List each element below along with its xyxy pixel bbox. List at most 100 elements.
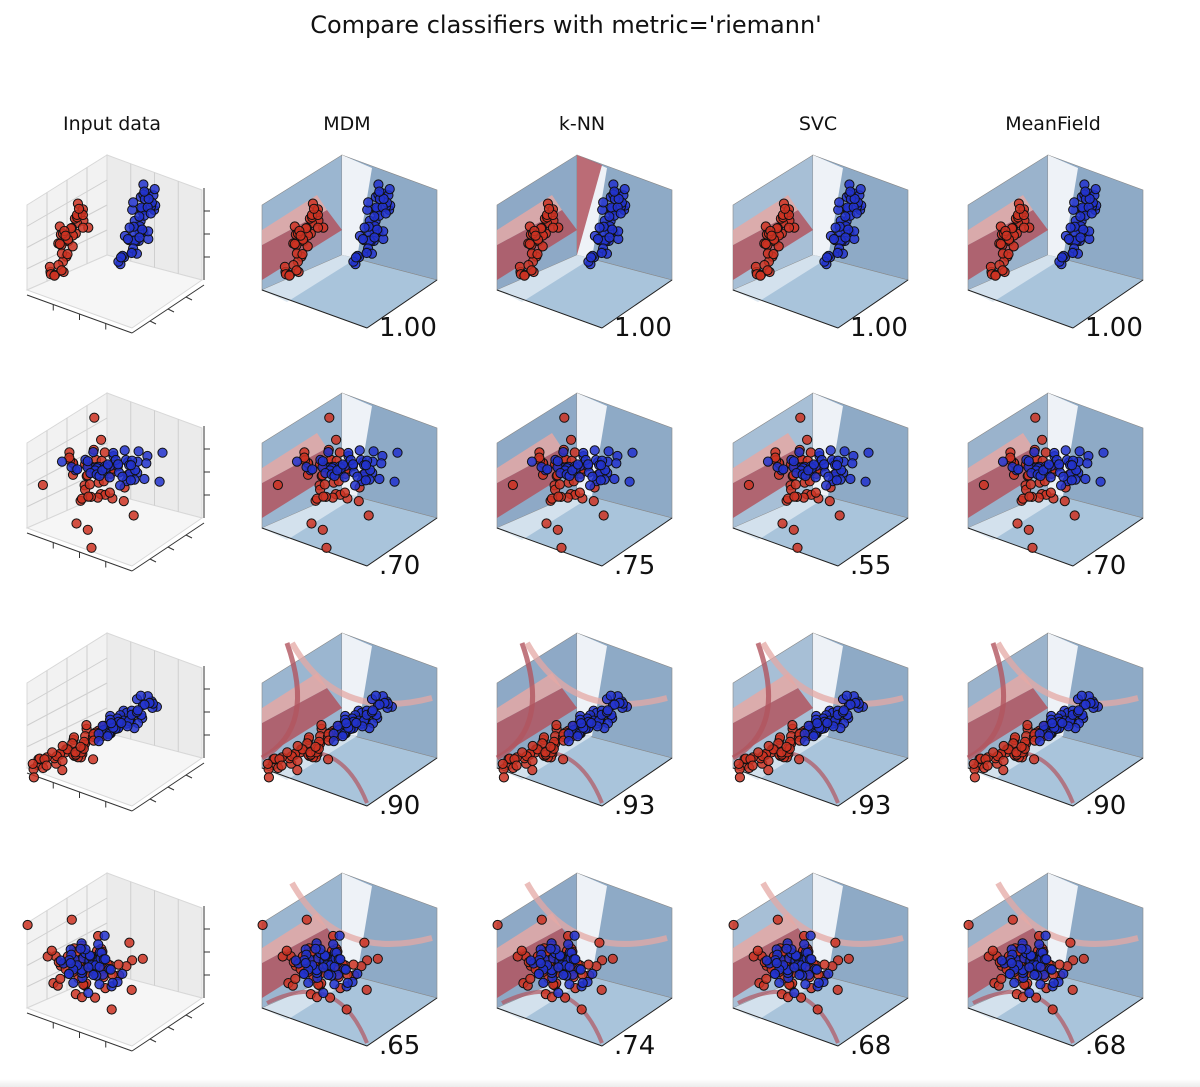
point-class-1: [117, 471, 128, 482]
point-class-0: [753, 747, 764, 758]
point-class-0: [312, 222, 324, 233]
point-class-0: [289, 238, 300, 250]
point-class-1: [592, 234, 604, 245]
point-class-0: [519, 270, 530, 281]
point-class-1: [63, 968, 75, 980]
point-class-0: [318, 491, 329, 502]
contour-band-pink: [733, 673, 798, 723]
point-class-0: [323, 754, 334, 765]
point-class-0: [530, 230, 541, 241]
point-class-0: [511, 760, 522, 771]
point-class-1: [819, 459, 830, 470]
point-class-1: [789, 962, 800, 973]
point-class-0: [57, 755, 68, 767]
point-class-1: [839, 446, 850, 457]
point-class-1: [56, 456, 68, 467]
point-class-0: [969, 772, 981, 783]
y-axis: [366, 997, 438, 1047]
point-class-1: [533, 968, 545, 980]
point-class-0: [558, 754, 569, 765]
y-axis: [1072, 517, 1144, 567]
point-class-0: [497, 758, 508, 770]
y-axis: [837, 757, 909, 807]
contour-band-white: [1048, 873, 1078, 976]
point-class-1: [342, 977, 353, 989]
contour-band-lightblue: [733, 493, 828, 540]
point-class-0: [978, 479, 990, 491]
point-class-1: [525, 955, 536, 966]
point-class-1: [558, 969, 569, 981]
point-class-0: [71, 518, 82, 529]
point-class-0: [802, 434, 813, 445]
contour-curve: [495, 642, 536, 761]
point-class-0: [104, 487, 116, 498]
point-class-0: [783, 222, 795, 233]
y-axis: [366, 517, 438, 567]
score-label: 1.00: [379, 313, 437, 343]
point-class-0: [968, 758, 979, 770]
point-class-0: [291, 265, 302, 276]
point-class-0: [46, 945, 57, 956]
contour-band-pink: [262, 673, 327, 723]
point-class-1: [831, 475, 842, 486]
point-class-1: [376, 458, 387, 469]
point-class-0: [363, 510, 374, 521]
contour-band-lightblue: [733, 255, 828, 302]
score-label: .90: [379, 791, 420, 821]
contour-band-lightblue: [497, 255, 592, 302]
point-class-1: [1034, 736, 1045, 747]
point-class-1: [65, 958, 76, 969]
point-class-0: [77, 222, 89, 233]
point-class-0: [768, 249, 779, 260]
point-class-0: [1001, 230, 1012, 241]
point-class-0: [747, 760, 758, 771]
point-class-1: [611, 458, 622, 469]
point-class-1: [1066, 460, 1078, 471]
point-class-1: [329, 979, 340, 990]
point-class-0: [339, 487, 350, 498]
point-class-1: [290, 955, 301, 966]
y-axis: [1072, 279, 1144, 329]
point-class-1: [389, 476, 400, 487]
point-class-0: [99, 447, 110, 458]
point-class-1: [1054, 459, 1065, 470]
point-class-1: [93, 736, 104, 747]
point-class-1: [605, 690, 616, 701]
classifier-panel-r2-c3: .55: [732, 392, 909, 581]
point-class-1: [577, 977, 588, 989]
point-class-1: [1024, 987, 1035, 999]
contour-band-pink: [497, 913, 562, 963]
point-class-1: [1075, 211, 1086, 222]
point-class-1: [143, 193, 154, 204]
y-axis: [837, 279, 909, 329]
point-class-1: [1075, 232, 1086, 243]
point-class-1: [82, 456, 93, 467]
point-class-1: [762, 456, 774, 467]
point-class-1: [352, 471, 363, 482]
point-class-1: [310, 943, 321, 954]
contour-band-white: [813, 873, 843, 976]
column-title-mdm: MDM: [323, 113, 370, 135]
point-class-0: [57, 740, 68, 752]
point-class-0: [301, 914, 312, 925]
y-tick: [149, 320, 157, 325]
point-class-1: [360, 475, 371, 486]
x-axis: [496, 289, 603, 329]
point-class-1: [545, 943, 556, 954]
point-class-0: [524, 238, 535, 250]
point-class-0: [777, 518, 788, 529]
point-class-1: [134, 232, 145, 243]
point-class-1: [107, 977, 118, 989]
contour-band-lightblue: [262, 493, 357, 540]
point-class-1: [125, 475, 136, 486]
point-class-0: [1018, 222, 1030, 233]
point-class-1: [1080, 186, 1091, 197]
point-class-1: [761, 955, 772, 966]
point-class-0: [824, 496, 835, 507]
point-class-0: [89, 412, 100, 423]
y-axis: [601, 279, 673, 329]
point-class-1: [789, 987, 800, 999]
point-class-1: [1060, 445, 1071, 456]
point-class-0: [772, 914, 783, 925]
contour-band-lightblue: [262, 255, 357, 302]
